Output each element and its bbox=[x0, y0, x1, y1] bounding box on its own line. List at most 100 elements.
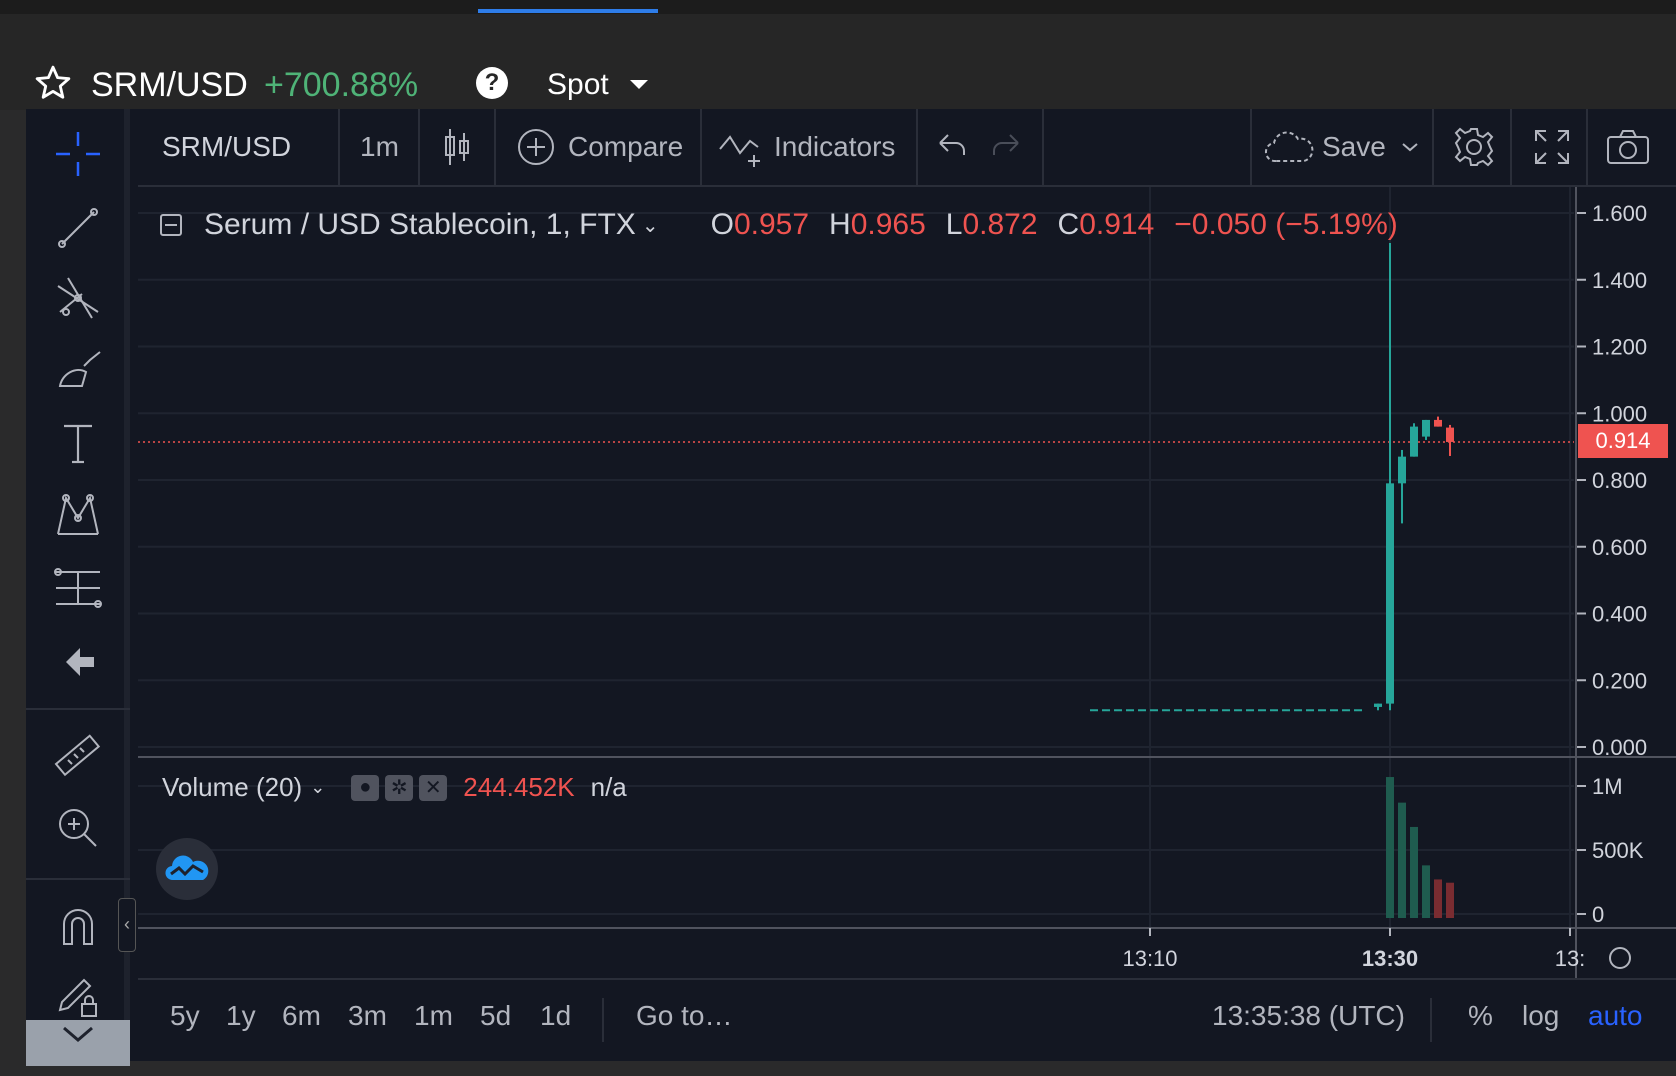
undo-icon bbox=[939, 134, 965, 155]
fullscreen-button[interactable] bbox=[1532, 109, 1572, 185]
toolbar-divider bbox=[1042, 109, 1044, 185]
settings-button[interactable] bbox=[1452, 109, 1496, 185]
pitchfork-icon bbox=[57, 277, 99, 319]
y-tick-label: 0.600 bbox=[1592, 535, 1647, 560]
undo-button[interactable] bbox=[934, 109, 970, 185]
y-tick-label: 1.000 bbox=[1592, 401, 1647, 426]
indicators-button[interactable]: Indicators bbox=[718, 109, 895, 185]
chevron-down-icon[interactable]: ⌄ bbox=[641, 214, 659, 237]
goto-button[interactable]: Go to… bbox=[636, 1000, 733, 1031]
indicators-label: Indicators bbox=[774, 131, 896, 162]
text-tool[interactable] bbox=[26, 414, 130, 474]
timezone-clock[interactable]: 13:35:38 (UTC) bbox=[1212, 1000, 1405, 1031]
close-value: 0.914 bbox=[1079, 208, 1155, 241]
legend-collapse-button[interactable] bbox=[160, 214, 182, 236]
redo-icon bbox=[993, 134, 1019, 155]
percent-scale-toggle[interactable]: % bbox=[1468, 1000, 1493, 1031]
log-scale-toggle[interactable]: log bbox=[1522, 1000, 1560, 1031]
window-top-strip bbox=[0, 0, 1676, 14]
back-tool[interactable] bbox=[26, 632, 130, 692]
pencil-lock-icon bbox=[58, 978, 97, 1017]
last-price-label: 0.914 bbox=[1578, 424, 1668, 458]
series-title[interactable]: Serum / USD Stablecoin, 1, FTX bbox=[204, 208, 636, 241]
volume-legend: Volume (20) ⌄ ● ✲ ✕ 244.452K n/a bbox=[162, 772, 627, 803]
pair-name: SRM/USD bbox=[91, 66, 248, 104]
market-type-select[interactable]: Spot bbox=[547, 68, 609, 101]
pattern-tool[interactable] bbox=[26, 486, 130, 546]
trend-line-tool[interactable] bbox=[26, 198, 130, 258]
active-tab-indicator bbox=[478, 9, 658, 13]
cloud-logo-icon bbox=[165, 855, 209, 881]
gear-icon[interactable]: ✲ bbox=[385, 774, 414, 801]
magnet-tool[interactable] bbox=[26, 896, 130, 956]
pair-header: SRM/USD +700.88% ? Spot bbox=[0, 14, 1676, 110]
fullscreen-icon bbox=[1535, 130, 1569, 164]
range-3m[interactable]: 3m bbox=[348, 1000, 387, 1031]
caret-down-icon[interactable] bbox=[630, 80, 648, 89]
range-6m[interactable]: 6m bbox=[282, 1000, 321, 1031]
toolbar-scroll-down[interactable] bbox=[26, 1020, 130, 1066]
close-icon[interactable]: ✕ bbox=[419, 774, 448, 801]
range-5d[interactable]: 5d bbox=[480, 1000, 512, 1031]
fib-tool[interactable] bbox=[26, 558, 130, 618]
toolbar-divider bbox=[916, 109, 918, 185]
range-5y[interactable]: 5y bbox=[170, 1000, 200, 1031]
toolbar-divider bbox=[1510, 109, 1512, 185]
price-change: −0.050 (−5.19%) bbox=[1174, 208, 1398, 241]
interval-button[interactable]: 1m bbox=[360, 131, 399, 162]
arrow-left-icon bbox=[66, 648, 94, 676]
y-tick-label: 1.200 bbox=[1592, 335, 1647, 360]
save-options-button[interactable] bbox=[1400, 109, 1420, 185]
measure-tool[interactable] bbox=[26, 726, 130, 786]
volume-bar bbox=[1434, 879, 1442, 918]
zoom-tool[interactable] bbox=[26, 798, 130, 858]
crosshair-tool[interactable] bbox=[26, 124, 130, 184]
range-1d[interactable]: 1d bbox=[540, 1000, 572, 1031]
pattern-icon bbox=[57, 494, 99, 535]
volume-tick-label: 1M bbox=[1592, 774, 1623, 799]
volume-bar bbox=[1446, 882, 1454, 918]
chart-style-button[interactable] bbox=[442, 109, 472, 185]
low-value: 0.872 bbox=[962, 208, 1038, 241]
candles-icon bbox=[445, 129, 469, 165]
fib-retracement-icon bbox=[54, 568, 102, 608]
volume-bar bbox=[1398, 802, 1406, 918]
candle-body bbox=[1446, 427, 1454, 442]
close-label: C bbox=[1057, 208, 1080, 241]
tradingview-logo[interactable] bbox=[156, 838, 218, 900]
x-tick-label: 13:30 bbox=[1362, 946, 1418, 971]
series-legend: Serum / USD Stablecoin, 1, FTX ⌄ O 0.957 … bbox=[160, 205, 1418, 245]
indicators-icon bbox=[719, 135, 760, 167]
sun-icon bbox=[1609, 947, 1631, 969]
low-label: L bbox=[945, 208, 963, 241]
ruler-icon bbox=[54, 734, 101, 777]
brush-tool[interactable] bbox=[26, 340, 130, 400]
eye-icon[interactable]: ● bbox=[351, 774, 380, 801]
symbol-search-button[interactable]: SRM/USD bbox=[162, 131, 292, 162]
cloud-icon bbox=[1265, 131, 1314, 163]
chevron-down-icon[interactable]: ⌄ bbox=[310, 777, 326, 797]
star-icon[interactable] bbox=[34, 64, 72, 102]
range-1m[interactable]: 1m bbox=[414, 1000, 453, 1031]
redo-button[interactable] bbox=[988, 109, 1024, 185]
high-label: H bbox=[829, 208, 851, 241]
y-tick-label: 0.200 bbox=[1592, 668, 1647, 693]
save-button[interactable]: Save bbox=[1264, 109, 1386, 185]
range-1y[interactable]: 1y bbox=[226, 1000, 256, 1031]
volume-ma-value: n/a bbox=[590, 772, 627, 802]
toolbar-collapse-handle[interactable]: ‹ bbox=[118, 898, 136, 952]
screenshot-button[interactable] bbox=[1606, 109, 1650, 185]
pitchfork-tool[interactable] bbox=[26, 268, 130, 328]
volume-title[interactable]: Volume (20) bbox=[162, 772, 303, 802]
auto-scale-toggle[interactable]: auto bbox=[1588, 1000, 1643, 1031]
lock-drawings-tool[interactable] bbox=[26, 966, 130, 1026]
plus-circle-icon bbox=[518, 129, 554, 165]
trend-line-icon bbox=[58, 208, 98, 248]
candle-body bbox=[1434, 419, 1442, 427]
help-icon[interactable]: ? bbox=[476, 67, 508, 99]
toolbar-divider bbox=[1432, 109, 1434, 185]
y-tick-label: 0.000 bbox=[1592, 735, 1647, 760]
volume-bar bbox=[1410, 826, 1418, 918]
compare-button[interactable]: Compare bbox=[516, 109, 683, 185]
